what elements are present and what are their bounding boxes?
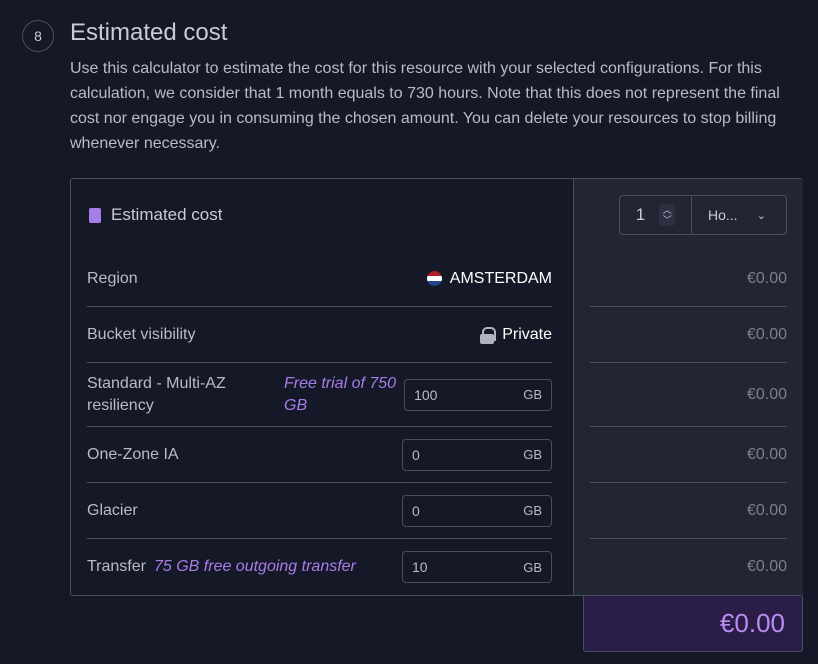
transfer-row: Transfer 75 GB free outgoing transfer 10…	[87, 539, 552, 595]
standard-storage-input[interactable]: 100 GB	[404, 378, 552, 411]
promo-text: Free trial of 750 GB	[284, 374, 397, 414]
cost-calculator-card: Estimated cost Region AMSTERDAM Bucket v…	[70, 178, 803, 596]
duration-stepper[interactable]: 1 ︿ ﹀	[620, 196, 692, 234]
step-number: 8	[22, 20, 54, 52]
cost-value: €0.00	[590, 427, 787, 483]
transfer-input[interactable]: 10 GB	[402, 551, 552, 583]
cost-value: €0.00	[590, 251, 787, 307]
section-title: Estimated cost	[70, 19, 228, 46]
row-label: Standard - Multi-AZ resiliency	[87, 374, 226, 414]
row-label: Glacier	[87, 501, 138, 519]
cost-value: €0.00	[590, 483, 787, 539]
row-label: Transfer	[87, 558, 146, 575]
region-row: Region AMSTERDAM	[87, 251, 552, 307]
chevron-down-icon: ⌄	[756, 209, 766, 222]
glacier-row: Glacier 0 GB	[87, 483, 552, 539]
region-value: AMSTERDAM	[449, 269, 552, 287]
cost-value: €0.00	[590, 363, 787, 427]
promo-text: 75 GB free outgoing transfer	[153, 558, 356, 575]
lock-icon	[480, 326, 497, 344]
one-zone-row: One-Zone IA 0 GB	[87, 427, 552, 483]
standard-row: Standard - Multi-AZ resiliency Free tria…	[87, 363, 552, 427]
cost-value: €0.00	[590, 307, 787, 363]
cost-value: €0.00	[746, 558, 787, 575]
total-cost: €0.00	[583, 596, 803, 652]
netherlands-flag-icon	[426, 271, 442, 286]
row-label: Bucket visibility	[87, 325, 196, 343]
calculator-icon	[89, 207, 101, 223]
row-label: One-Zone IA	[87, 445, 179, 463]
cost-column: 1 ︿ ﹀ Ho... ⌄ €0.00 €0.00 €0.00 €0.00 €0.00…	[573, 179, 803, 595]
duration-unit-select[interactable]: Ho... ⌄	[708, 207, 766, 223]
card-header: Estimated cost	[89, 205, 223, 225]
one-zone-input[interactable]: 0 GB	[402, 438, 552, 471]
row-label: Region	[87, 269, 138, 287]
section-description: Use this calculator to estimate the cost…	[70, 60, 780, 152]
glacier-input[interactable]: 0 GB	[402, 494, 552, 527]
visibility-row: Bucket visibility Private	[87, 307, 552, 363]
card-title: Estimated cost	[111, 205, 223, 224]
stepper-arrows-icon[interactable]: ︿ ﹀	[659, 204, 676, 226]
duration-control: 1 ︿ ﹀ Ho... ⌄	[619, 195, 787, 235]
visibility-value: Private	[502, 325, 552, 343]
